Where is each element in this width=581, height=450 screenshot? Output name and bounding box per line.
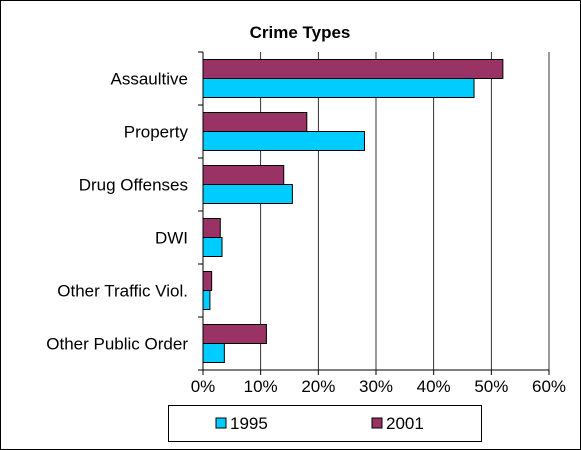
category-label: Other Public Order xyxy=(46,335,188,354)
bar-2001-6 xyxy=(202,324,267,344)
bar-1995-5 xyxy=(202,290,211,310)
x-tick-label: 20% xyxy=(301,377,335,396)
legend-swatch-2001 xyxy=(371,417,383,429)
legend-swatch-1995 xyxy=(215,417,227,429)
bar-2001-4 xyxy=(202,218,221,238)
category-label: Drug Offenses xyxy=(79,176,188,195)
bar-2001-2 xyxy=(202,112,308,132)
bar-2001-3 xyxy=(202,165,285,185)
category-label: Assaultive xyxy=(111,70,188,89)
category-label: Other Traffic Viol. xyxy=(57,282,188,301)
bars xyxy=(202,59,504,363)
x-tick-label: 40% xyxy=(417,377,451,396)
legend: 1995 2001 xyxy=(168,405,482,442)
bar-1995-4 xyxy=(202,237,223,257)
legend-label-2001: 2001 xyxy=(386,414,424,433)
tick-labels: 0% 10% 20% 30% 40% 50% 60% xyxy=(191,377,566,396)
bar-1995-1 xyxy=(202,78,475,98)
x-tick-label: 10% xyxy=(244,377,278,396)
chart-title: Crime Types xyxy=(250,23,351,42)
x-tick-label: 30% xyxy=(359,377,393,396)
bar-2001-1 xyxy=(202,59,504,79)
legend-label-1995: 1995 xyxy=(230,414,268,433)
x-tick-label: 50% xyxy=(474,377,508,396)
x-tick-label: 60% xyxy=(532,377,566,396)
category-label: DWI xyxy=(155,229,188,248)
category-label: Property xyxy=(124,123,189,142)
category-labels: Assaultive Property Drug Offenses DWI Other … xyxy=(46,70,188,354)
bar-1995-6 xyxy=(202,343,225,363)
bar-1995-3 xyxy=(202,184,293,204)
x-tick-label: 0% xyxy=(191,377,216,396)
bar-2001-5 xyxy=(202,271,213,291)
axes xyxy=(198,51,550,375)
legend-box xyxy=(168,405,482,442)
bar-1995-2 xyxy=(202,131,365,151)
